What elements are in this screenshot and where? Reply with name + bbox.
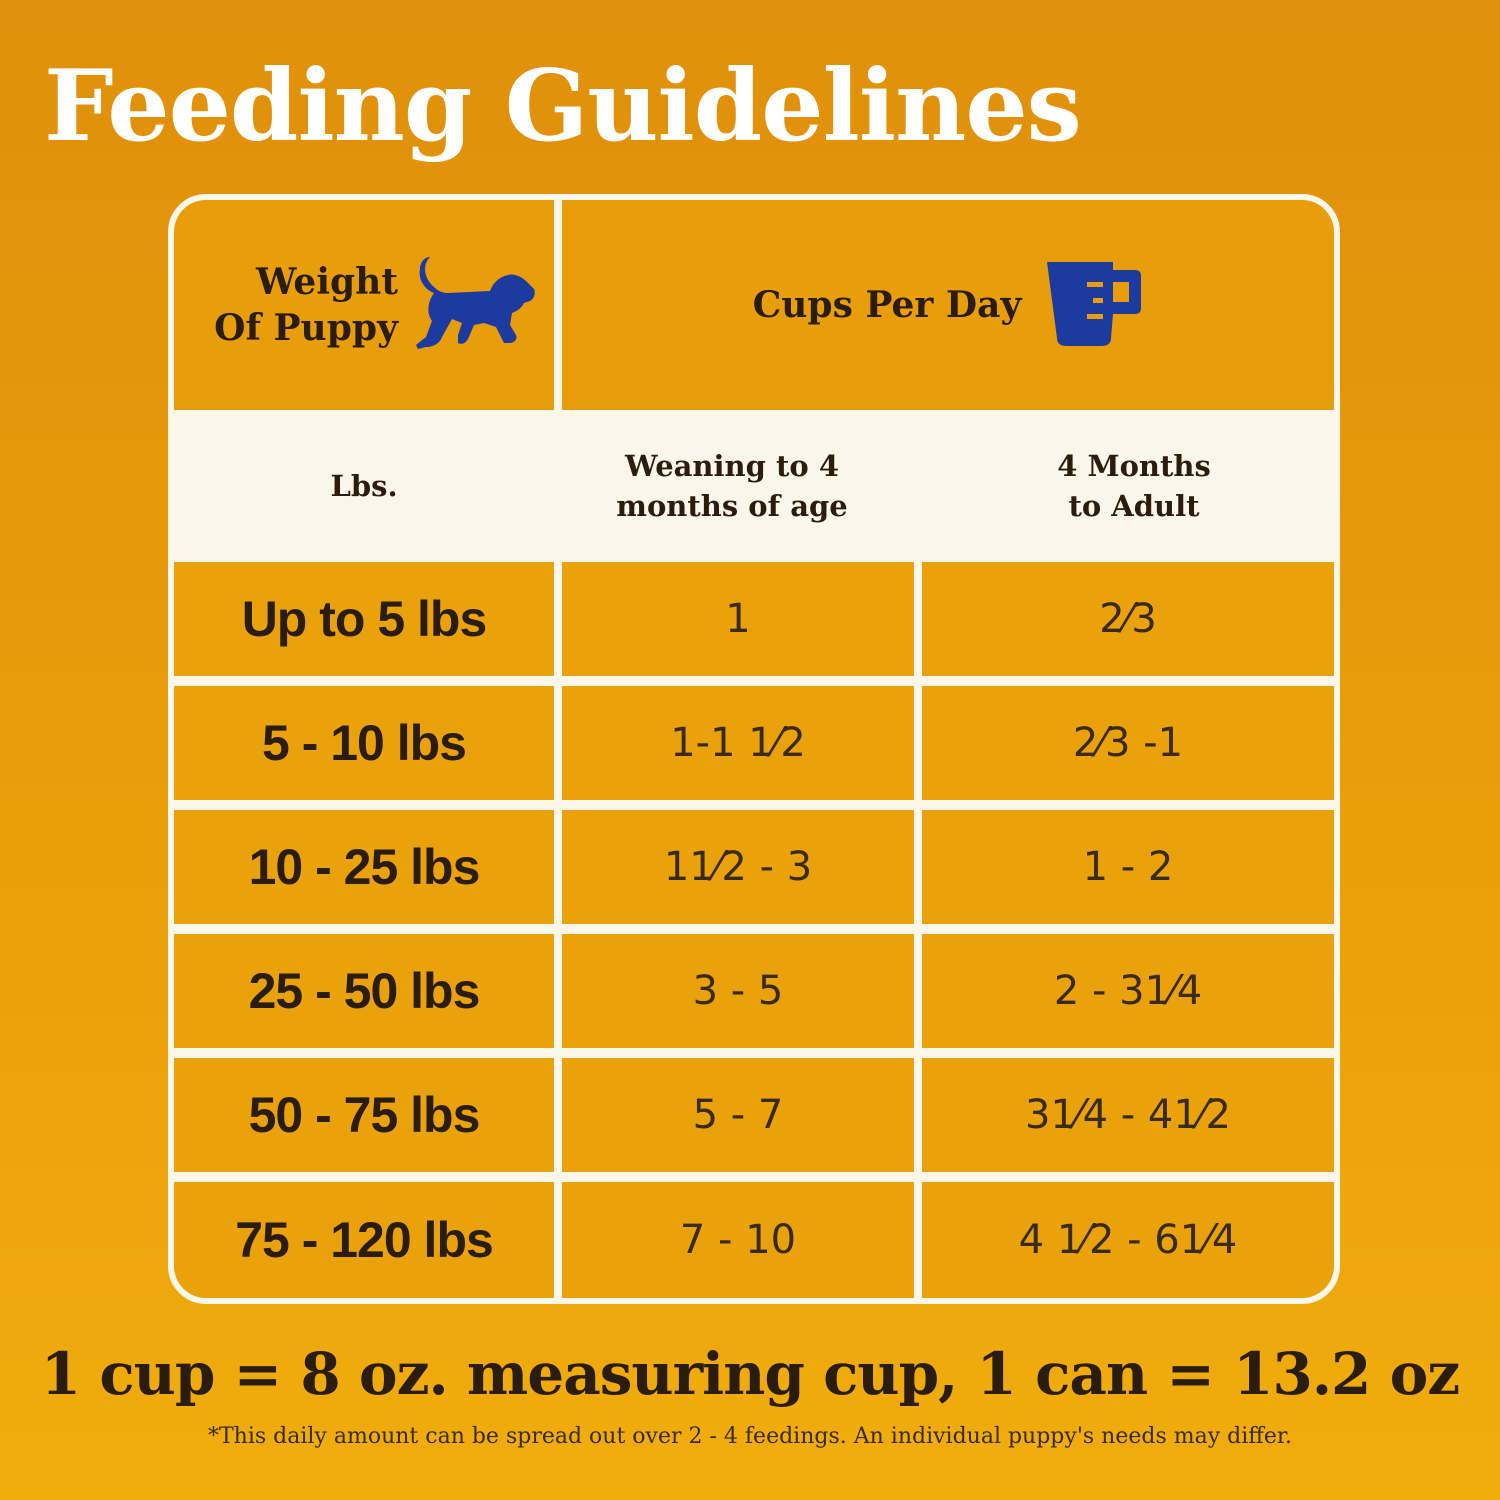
table-row-3-weight: 25 - 50 lbs <box>174 934 554 1048</box>
weight-value: 75 - 120 lbs <box>235 1212 494 1268</box>
adult-cups: 1 - 2 <box>1082 844 1174 890</box>
weaning-cups: 7 - 10 <box>679 1217 797 1263</box>
table-row-5-weaning: 7 - 10 <box>562 1182 914 1298</box>
table-row-2-weaning: 11⁄2 - 3 <box>562 810 914 924</box>
table-row-4-adult: 31⁄4 - 41⁄2 <box>922 1058 1334 1172</box>
table-row-1-weight: 5 - 10 lbs <box>174 686 554 800</box>
table-row-4-weight: 50 - 75 lbs <box>174 1058 554 1172</box>
header-weight-label: Weight Of Puppy <box>214 261 398 349</box>
adult-cups: 2⁄3 -1 <box>1072 720 1184 766</box>
adult-cups: 31⁄4 - 41⁄2 <box>1025 1092 1231 1138</box>
table-row-0-weight: Up to 5 lbs <box>174 562 554 676</box>
table-row-3-adult: 2 - 31⁄4 <box>922 934 1334 1048</box>
table-row-5-adult: 4 1⁄2 - 61⁄4 <box>922 1182 1334 1298</box>
table-row-2-weight: 10 - 25 lbs <box>174 810 554 924</box>
weaning-cups: 3 - 5 <box>692 968 784 1014</box>
weight-value: 5 - 10 lbs <box>262 715 467 771</box>
subheader-row <box>174 416 1334 556</box>
subheader-weaning: Weaning to 4 months of age <box>616 449 848 523</box>
header-cups-label: Cups Per Day <box>752 284 1022 326</box>
subheader-lbs: Lbs. <box>330 469 398 503</box>
page-title: Feeding Guidelines <box>44 49 1082 164</box>
table-row-3-weaning: 3 - 5 <box>562 934 914 1048</box>
footer-measure-note: 1 cup = 8 oz. measuring cup, 1 can = 13.… <box>40 1340 1460 1408</box>
table-row-4-weaning: 5 - 7 <box>562 1058 914 1172</box>
measuring-cup-icon <box>1043 258 1143 352</box>
weight-value: Up to 5 lbs <box>241 591 488 647</box>
table-row-0-weaning: 1 <box>562 562 914 676</box>
weight-value: 50 - 75 lbs <box>248 1087 481 1143</box>
weaning-cups: 1-1 1⁄2 <box>670 720 806 766</box>
table-row-0-adult: 2⁄3 <box>922 562 1334 676</box>
table-row-5-weight: 75 - 120 lbs <box>174 1182 554 1298</box>
header-cups-cell: Cups Per Day <box>562 200 1334 410</box>
table-row-1-weaning: 1-1 1⁄2 <box>562 686 914 800</box>
puppy-icon <box>412 255 536 355</box>
subheader-adult: 4 Months to Adult <box>1057 449 1211 523</box>
adult-cups: 2 - 31⁄4 <box>1053 968 1203 1014</box>
feeding-table: Weight Of Puppy Cups Per Day <box>168 194 1340 1304</box>
weight-value: 10 - 25 lbs <box>248 839 481 895</box>
weaning-cups: 11⁄2 - 3 <box>663 844 813 890</box>
table-row-2-adult: 1 - 2 <box>922 810 1334 924</box>
footer-disclaimer: *This daily amount can be spread out ove… <box>208 1424 1292 1449</box>
weight-value: 25 - 50 lbs <box>248 963 481 1019</box>
adult-cups: 4 1⁄2 - 61⁄4 <box>1018 1217 1238 1263</box>
header-weight-cell: Weight Of Puppy <box>174 200 554 410</box>
weaning-cups: 5 - 7 <box>692 1092 784 1138</box>
table-row-1-adult: 2⁄3 -1 <box>922 686 1334 800</box>
weaning-cups: 1 <box>725 596 751 642</box>
adult-cups: 2⁄3 <box>1099 596 1157 642</box>
